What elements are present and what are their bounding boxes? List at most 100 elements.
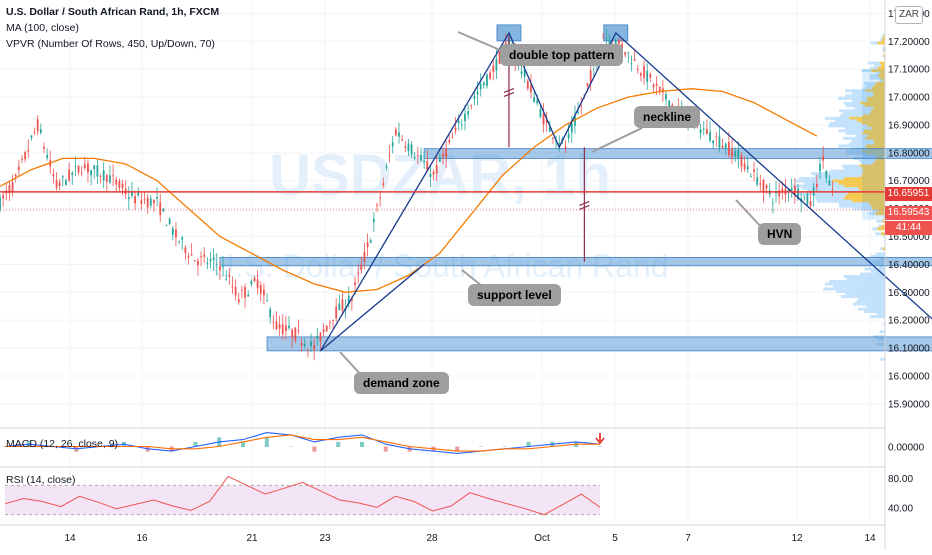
candle-body bbox=[791, 188, 793, 190]
candle-body bbox=[483, 82, 485, 85]
vp-row-up bbox=[880, 315, 885, 318]
y-tick-label: 16.70000 bbox=[888, 176, 930, 187]
candle-body bbox=[313, 345, 315, 349]
candle-body bbox=[260, 285, 262, 294]
candle-body bbox=[495, 59, 497, 70]
candle-body bbox=[112, 175, 114, 176]
candle-body bbox=[269, 309, 271, 317]
candle-body bbox=[213, 258, 215, 260]
candle-body bbox=[489, 72, 491, 78]
y-tick-label: 16.90000 bbox=[888, 120, 930, 131]
vpvr-legend[interactable]: VPVR (Number Of Rows, 450, Up/Down, 70) bbox=[6, 38, 215, 50]
candle-body bbox=[533, 97, 535, 102]
candle-body bbox=[486, 75, 488, 86]
candle-body bbox=[323, 329, 325, 332]
candle-body bbox=[53, 174, 55, 176]
candle-body bbox=[700, 129, 702, 133]
candle-body bbox=[492, 66, 494, 72]
candle-body bbox=[470, 105, 472, 106]
candle-body bbox=[364, 252, 366, 262]
neckline-callout: neckline bbox=[634, 106, 700, 128]
candle-body bbox=[634, 59, 636, 60]
x-tick-label: Oct bbox=[534, 533, 550, 544]
y-tick-label: 16.30000 bbox=[888, 288, 930, 299]
candle-body bbox=[84, 164, 86, 168]
candle-body bbox=[543, 113, 545, 124]
candle-body bbox=[137, 193, 139, 195]
candle-body bbox=[188, 256, 190, 257]
x-tick-label: 23 bbox=[319, 533, 331, 544]
y-tick-label: 16.80000 bbox=[888, 148, 930, 159]
candle-body bbox=[360, 265, 362, 271]
candle-body bbox=[420, 155, 422, 160]
candle-body bbox=[131, 192, 133, 195]
candle-body bbox=[445, 148, 447, 157]
candle-body bbox=[24, 152, 26, 159]
macd-histogram-bar bbox=[265, 437, 269, 447]
candle-body bbox=[0, 197, 1, 210]
candle-body bbox=[640, 73, 642, 75]
candle-body bbox=[206, 263, 208, 264]
candle-body bbox=[62, 176, 64, 177]
candle-body bbox=[568, 134, 570, 139]
candle-body bbox=[169, 219, 171, 224]
candle-body bbox=[816, 184, 818, 187]
macd-histogram-bar bbox=[479, 447, 483, 448]
candle-body bbox=[156, 197, 158, 198]
candle-body bbox=[659, 87, 661, 91]
vp-row-down bbox=[872, 227, 877, 230]
macd-legend[interactable]: MACD (12, 26, close, 9) bbox=[6, 438, 118, 450]
candle-body bbox=[587, 83, 589, 86]
vp-row-down bbox=[882, 49, 884, 52]
rsi-legend[interactable]: RSI (14, close) bbox=[6, 474, 75, 486]
candle-body bbox=[737, 150, 739, 158]
candle-body bbox=[46, 155, 48, 158]
candle-body bbox=[382, 183, 384, 185]
candle-body bbox=[93, 165, 95, 169]
candle-body bbox=[389, 155, 391, 156]
candle-body bbox=[175, 230, 177, 238]
candle-body bbox=[134, 196, 136, 203]
candle-body bbox=[750, 176, 752, 177]
candle-body bbox=[228, 275, 230, 277]
candle-body bbox=[200, 256, 202, 257]
candle-body bbox=[59, 183, 61, 186]
y-tick-label: 17.10000 bbox=[888, 65, 930, 76]
candle-body bbox=[106, 175, 108, 181]
candle-body bbox=[294, 328, 296, 341]
candle-body bbox=[474, 96, 476, 99]
candle-body bbox=[715, 136, 717, 137]
candle-body bbox=[140, 200, 142, 204]
vp-row-up bbox=[878, 42, 885, 45]
candle-body bbox=[288, 326, 290, 329]
macd-histogram-bar bbox=[384, 447, 388, 452]
y-tick-label: 17.20000 bbox=[888, 37, 930, 48]
candle-body bbox=[166, 225, 168, 226]
candle-body bbox=[31, 136, 33, 138]
candle-body bbox=[521, 71, 523, 74]
candle-body bbox=[178, 241, 180, 242]
candle-body bbox=[379, 197, 381, 198]
candle-body bbox=[577, 112, 579, 113]
candle-body bbox=[65, 180, 67, 185]
candle-body bbox=[219, 266, 221, 270]
vp-row-down bbox=[864, 310, 875, 313]
candle-body bbox=[709, 132, 711, 141]
candle-body bbox=[829, 180, 831, 185]
candle-body bbox=[194, 260, 196, 261]
candle-body bbox=[392, 142, 394, 146]
candle-body bbox=[725, 144, 727, 149]
rsi-band bbox=[5, 485, 600, 514]
macd-y-tick: 0.00000 bbox=[888, 443, 925, 454]
candle-body bbox=[272, 322, 274, 323]
currency-button[interactable]: ZAR bbox=[895, 6, 923, 24]
x-tick-label: 21 bbox=[246, 533, 258, 544]
candle-body bbox=[649, 74, 651, 77]
candle-body bbox=[430, 174, 432, 177]
candle-body bbox=[741, 155, 743, 167]
candle-body bbox=[436, 165, 438, 173]
candle-body bbox=[222, 267, 224, 268]
ma-legend[interactable]: MA (100, close) bbox=[6, 22, 79, 34]
candle-body bbox=[627, 52, 629, 53]
